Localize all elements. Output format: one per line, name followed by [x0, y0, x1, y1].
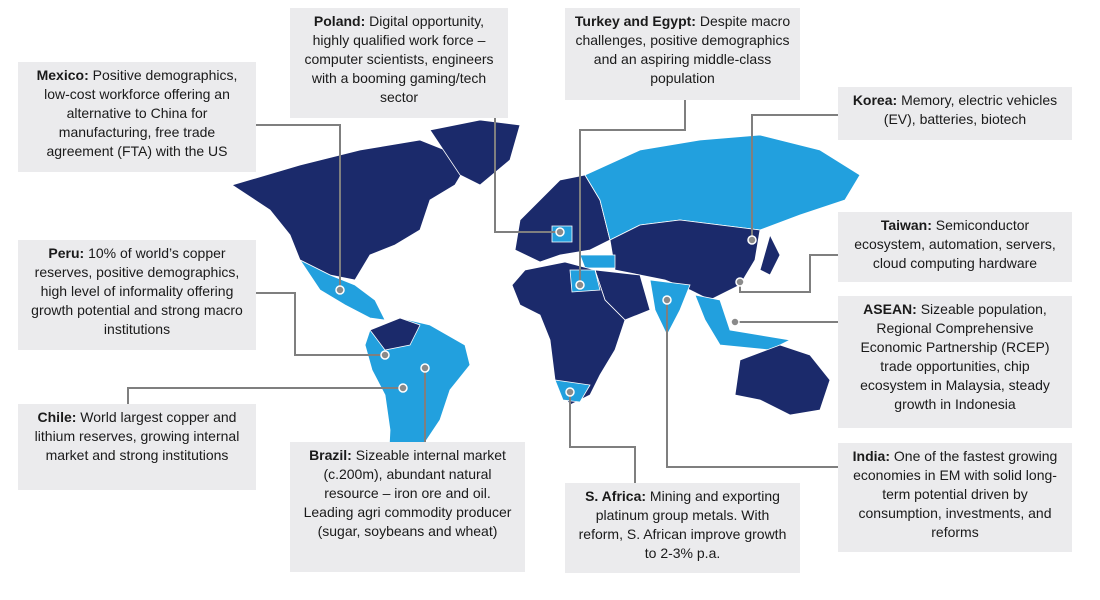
callout-name: Taiwan:	[880, 217, 932, 233]
north-america	[231, 139, 471, 281]
callout: Taiwan: Semiconductor ecosystem, automat…	[838, 212, 1072, 282]
callout-name: Peru:	[48, 245, 85, 261]
location-dot	[420, 363, 430, 373]
dots	[335, 227, 757, 397]
callout: Korea: Memory, electric vehicles (EV), b…	[838, 87, 1072, 140]
connector	[569, 392, 636, 483]
callout: ASEAN: Sizeable population, Regional Com…	[838, 296, 1072, 428]
callout-name: Brazil:	[309, 447, 352, 463]
location-dot	[575, 280, 585, 290]
callout-name: Mexico:	[36, 67, 89, 83]
australia	[734, 344, 831, 416]
africa	[511, 261, 626, 406]
callout-text: Despite macro challenges, positive demog…	[575, 13, 791, 86]
location-dot	[335, 285, 345, 295]
southeast-asia	[694, 294, 792, 351]
location-dot	[735, 277, 745, 287]
connector	[666, 300, 838, 468]
location-dot	[730, 317, 740, 327]
callout-name: Chile:	[37, 409, 77, 425]
northern-south-america	[369, 317, 421, 351]
connector	[256, 124, 341, 290]
callout-name: Turkey and Egypt:	[574, 13, 696, 29]
callout-text: Sizeable population, Regional Comprehens…	[860, 301, 1050, 412]
callout-name: India:	[852, 448, 890, 464]
callout-text: Digital opportunity, highly qualified wo…	[304, 13, 494, 105]
japan	[759, 233, 781, 276]
callout: Peru: 10% of world’s copper reserves, po…	[18, 240, 256, 350]
egypt	[569, 269, 601, 293]
connector	[579, 100, 686, 285]
connector	[256, 292, 385, 356]
callout-text: Memory, electric vehicles (EV), batterie…	[883, 92, 1058, 127]
callout-name: ASEAN:	[863, 301, 917, 317]
connector	[494, 118, 560, 233]
russia	[584, 134, 861, 241]
india	[649, 279, 691, 336]
callout: Poland: Digital opportunity, highly qual…	[290, 8, 508, 118]
location-dot	[565, 387, 575, 397]
callout: Mexico: Positive demographics, low-cost …	[18, 62, 256, 172]
callout-text: 10% of world’s copper reserves, positive…	[31, 245, 243, 337]
connector	[751, 114, 838, 240]
callout-text: Positive demographics, low-cost workforc…	[44, 67, 238, 159]
callout: Chile: World largest copper and lithium …	[18, 404, 256, 490]
callout-text: World largest copper and lithium reserve…	[34, 409, 240, 463]
callout-text: Sizeable internal market (c.200m), abund…	[303, 447, 512, 539]
connector	[739, 254, 838, 293]
greenland	[429, 119, 521, 186]
location-dot	[398, 383, 408, 393]
location-dot	[555, 227, 565, 237]
callout: Turkey and Egypt: Despite macro challeng…	[565, 8, 800, 100]
turkey	[579, 254, 616, 269]
callout-name: Korea:	[852, 92, 898, 108]
callout: S. Africa: Mining and exporting platinum…	[565, 483, 800, 573]
location-dot	[380, 350, 390, 360]
callout-text: Semiconductor ecosystem, automation, ser…	[854, 217, 1056, 271]
callout-text: One of the fastest growing economies in …	[853, 448, 1058, 540]
land	[231, 119, 861, 496]
location-dot	[747, 235, 757, 245]
connector	[127, 387, 403, 404]
callout-name: S. Africa:	[585, 488, 647, 504]
callout-name: Poland:	[313, 13, 366, 29]
callout: India: One of the fastest growing econom…	[838, 443, 1072, 552]
callout-text: Mining and exporting platinum group meta…	[578, 488, 787, 561]
location-dot	[662, 295, 672, 305]
callout: Brazil: Sizeable internal market (c.200m…	[290, 442, 525, 572]
connectors	[127, 100, 838, 483]
